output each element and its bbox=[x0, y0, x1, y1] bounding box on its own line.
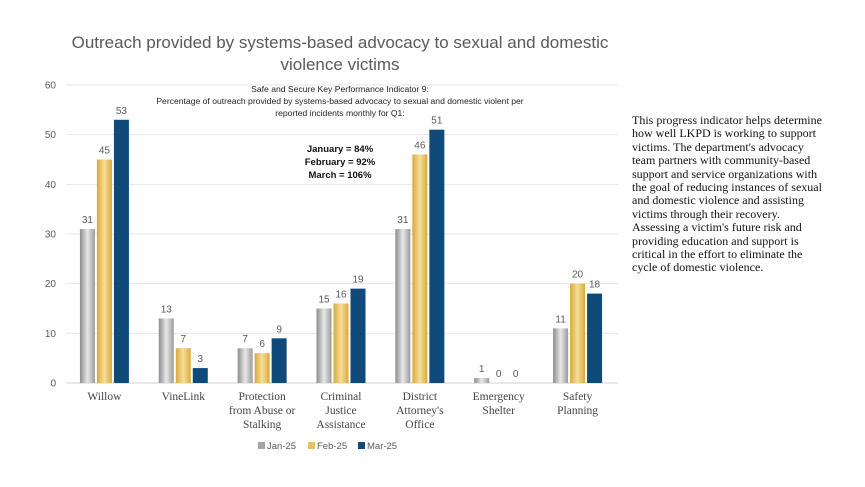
bar-Jan-25 bbox=[158, 318, 174, 383]
x-tick-label: Emergency bbox=[473, 391, 525, 403]
month-march: March = 106% bbox=[308, 170, 372, 181]
bar-Jan-25 bbox=[395, 229, 411, 383]
bar-Mar-25 bbox=[350, 288, 366, 383]
data-label: 51 bbox=[431, 116, 443, 127]
data-label: 16 bbox=[335, 290, 347, 301]
bar-Feb-25 bbox=[570, 283, 586, 383]
data-label: 53 bbox=[116, 106, 128, 117]
data-label: 1 bbox=[479, 364, 485, 375]
bar-Mar-25 bbox=[192, 368, 208, 383]
y-tick-label: 0 bbox=[50, 379, 56, 390]
y-tick-label: 30 bbox=[45, 230, 57, 241]
y-tick-label: 40 bbox=[45, 180, 57, 191]
data-label: 11 bbox=[555, 314, 566, 325]
bar-Jan-25 bbox=[553, 328, 569, 383]
month-february: February = 92% bbox=[304, 157, 376, 168]
legend-swatch bbox=[308, 442, 315, 449]
x-tick-label: District bbox=[403, 391, 438, 403]
bar-Feb-25 bbox=[96, 159, 112, 383]
month-january: January = 84% bbox=[306, 144, 374, 155]
bar-Feb-25 bbox=[175, 348, 191, 383]
bar-Mar-25 bbox=[271, 338, 287, 383]
x-tick-label: Shelter bbox=[482, 405, 515, 417]
bar-Feb-25 bbox=[333, 303, 349, 383]
bar-Mar-25 bbox=[429, 129, 445, 383]
legend-swatch bbox=[358, 442, 365, 449]
y-tick-label: 60 bbox=[45, 81, 57, 92]
bar-Jan-25 bbox=[79, 229, 95, 383]
bar-Mar-25 bbox=[113, 119, 129, 384]
kpi-line: reported incidents monthly for Q1: bbox=[275, 108, 405, 118]
y-tick-label: 10 bbox=[45, 329, 57, 340]
bar-Mar-25 bbox=[587, 293, 603, 383]
x-tick-label: Criminal bbox=[321, 391, 362, 403]
data-label: 15 bbox=[318, 295, 330, 306]
data-label: 0 bbox=[513, 369, 519, 380]
data-label: 45 bbox=[99, 146, 111, 157]
x-tick-label: Planning bbox=[557, 405, 598, 417]
data-label: 13 bbox=[161, 304, 173, 315]
bar-Feb-25 bbox=[254, 353, 270, 383]
x-tick-label: Willow bbox=[87, 391, 122, 403]
x-tick-label: Safety bbox=[563, 391, 593, 403]
data-label: 19 bbox=[352, 275, 364, 286]
kpi-line: Percentage of outreach provided by syste… bbox=[156, 96, 524, 106]
x-tick-label: Assistance bbox=[316, 419, 365, 431]
kpi-heading: Safe and Secure Key Performance Indicato… bbox=[251, 84, 429, 94]
x-tick-label: from Abuse or bbox=[229, 405, 296, 417]
y-tick-label: 20 bbox=[45, 279, 57, 290]
data-label: 9 bbox=[276, 324, 282, 335]
description-panel: This progress indicator helps determine … bbox=[632, 113, 827, 275]
data-label: 46 bbox=[414, 141, 426, 152]
x-tick-label: Protection bbox=[239, 391, 287, 403]
x-tick-label: Attorney's bbox=[396, 405, 444, 417]
x-tick-label: Justice bbox=[325, 405, 356, 417]
data-label: 18 bbox=[589, 280, 601, 291]
legend-label: Jan-25 bbox=[267, 441, 296, 452]
data-label: 31 bbox=[82, 215, 94, 226]
kpi-annotation: Safe and Secure Key Performance Indicato… bbox=[120, 83, 560, 119]
legend-swatch bbox=[258, 442, 265, 449]
bar-Jan-25 bbox=[474, 378, 490, 383]
bar-Jan-25 bbox=[316, 308, 332, 383]
data-label: 20 bbox=[572, 270, 584, 281]
data-label: 7 bbox=[181, 334, 187, 345]
monthly-percentages: January = 84% February = 92% March = 106… bbox=[290, 143, 390, 182]
data-label: 0 bbox=[496, 369, 502, 380]
x-tick-label: Stalking bbox=[243, 419, 282, 431]
data-label: 31 bbox=[397, 215, 409, 226]
data-label: 7 bbox=[242, 334, 248, 345]
bar-Feb-25 bbox=[412, 154, 428, 383]
chart-title: Outreach provided by systems-based advoc… bbox=[71, 33, 609, 74]
x-tick-label: Office bbox=[405, 419, 434, 431]
legend-label: Feb-25 bbox=[317, 441, 347, 452]
description-paragraph: Assessing a victim's future risk and pro… bbox=[632, 220, 803, 275]
y-tick-label: 50 bbox=[45, 130, 57, 141]
x-tick-label: VineLink bbox=[162, 391, 206, 403]
bar-Jan-25 bbox=[237, 348, 253, 383]
data-label: 3 bbox=[198, 354, 204, 365]
description-paragraph: This progress indicator helps determine … bbox=[632, 113, 822, 221]
legend-label: Mar-25 bbox=[367, 441, 397, 452]
data-label: 6 bbox=[259, 339, 265, 350]
